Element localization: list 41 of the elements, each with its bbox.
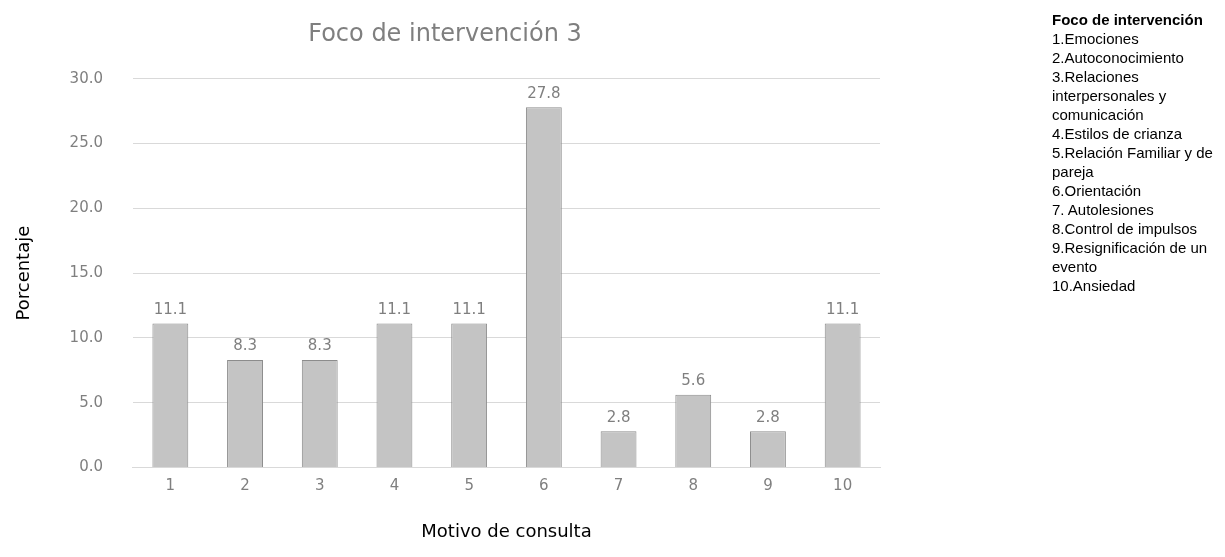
y-tick-label: 25.0 (69, 133, 103, 152)
text: 10.Ansiedad (1052, 276, 1137, 295)
data-label: 11.1 (377, 300, 412, 319)
data-label: 2.8 (756, 407, 780, 426)
data-label: 27.8 (527, 83, 561, 102)
x-tick-label: 7 (613, 476, 624, 495)
y-axis-title: Porcentaje (12, 225, 34, 321)
x-tick-label: 1 (165, 476, 176, 495)
text: Foco de intervención (1052, 10, 1204, 29)
text: 6.Orientación (1052, 181, 1143, 200)
data-label: 2.8 (606, 407, 631, 426)
x-tick-label: 3 (314, 476, 325, 495)
x-tick-label: 4 (389, 476, 400, 495)
data-label: 11.1 (825, 300, 860, 319)
x-tick-label: 8 (688, 476, 699, 495)
y-tick-label: 15.0 (69, 262, 103, 281)
data-label: 8.3 (307, 336, 332, 355)
x-tick-label: 5 (464, 476, 474, 495)
x-tick-label: 9 (763, 476, 773, 495)
text: 8.Control de impulsos (1052, 219, 1199, 238)
x-tick-label: 6 (539, 476, 549, 495)
y-tick-label: 30.0 (69, 68, 103, 87)
data-label: 8.3 (233, 336, 257, 355)
y-tick-label: 0.0 (79, 457, 103, 476)
data-label: 5.6 (681, 371, 706, 390)
x-axis-title: Motivo de consulta (421, 519, 592, 541)
y-tick-label: 5.0 (79, 392, 103, 411)
text: 9.Resignificación de un evento (1052, 238, 1209, 276)
y-tick-label: 20.0 (69, 198, 103, 217)
text: 2.Autoconocimiento (1052, 48, 1185, 67)
text: 7. Autolesiones (1052, 200, 1155, 219)
text: 1.Emociones (1052, 29, 1140, 48)
x-tick-label: 2 (240, 476, 250, 495)
data-label: 11.1 (153, 300, 188, 319)
chart-title: Foco de intervención 3 (308, 18, 582, 47)
text: 4.Estilos de crianza (1052, 124, 1184, 143)
data-label: 11.1 (452, 300, 486, 319)
text: 3.Relaciones interpersonales y comunicación (1052, 67, 1168, 124)
text: 5.Relación Familiar y de pareja (1052, 143, 1214, 181)
y-tick-label: 10.0 (69, 327, 103, 346)
x-tick-label: 10 (833, 476, 853, 495)
